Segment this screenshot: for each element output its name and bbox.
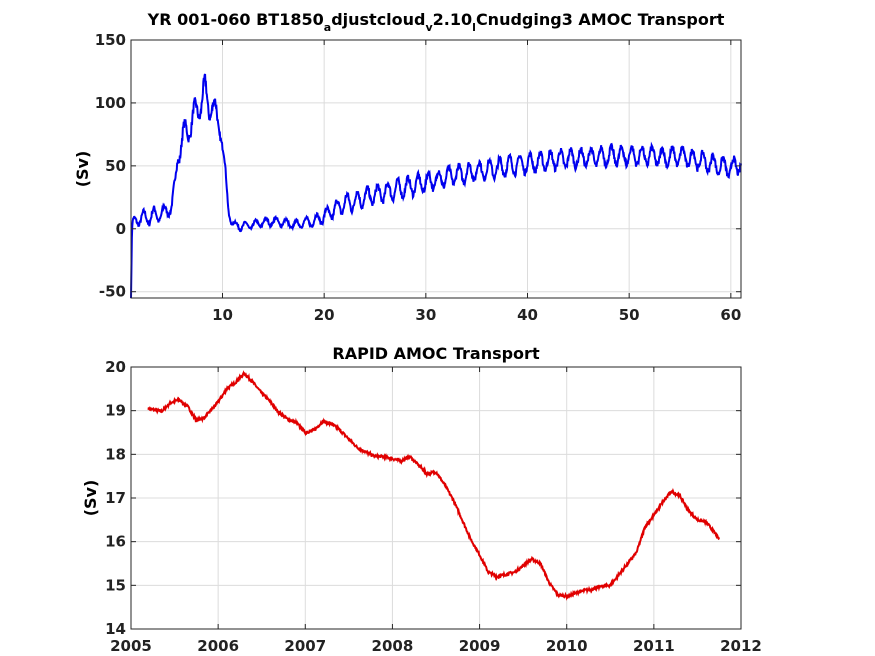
bottom-x-tick-label: 2010 xyxy=(546,637,588,655)
bottom-y-tick-label: 19 xyxy=(105,402,126,420)
bottom-x-tick-label: 2011 xyxy=(633,637,675,655)
top-y-tick-label: -50 xyxy=(99,283,126,301)
bottom-x-tick-label: 2008 xyxy=(372,637,414,655)
top-y-axis-label: (Sv) xyxy=(73,151,92,188)
bottom-x-tick-label: 2009 xyxy=(459,637,501,655)
bottom-y-tick-label: 15 xyxy=(105,576,126,594)
top-series-line xyxy=(130,73,742,299)
top-x-tick-label: 50 xyxy=(619,306,640,324)
top-y-tick-label: 150 xyxy=(95,31,126,49)
bottom-y-tick-label: 16 xyxy=(105,533,126,551)
bottom-y-axis-label: (Sv) xyxy=(81,480,100,517)
top-chart-title: YR 001-060 BT1850adjustcloudv2.10lCnudgi… xyxy=(147,10,725,34)
top-x-tick-label: 60 xyxy=(720,306,741,324)
top-y-tick-label: 100 xyxy=(95,94,126,112)
top-ticks: 10 20 30 40 50 60 -50 0 50 100 150 xyxy=(95,31,742,324)
bottom-x-tick-label: 2012 xyxy=(720,637,762,655)
chart-yr-amoc: 10 20 30 40 50 60 -50 0 50 100 150 YR 001-060 BT18… xyxy=(73,10,742,324)
bottom-y-tick-label: 17 xyxy=(105,489,126,507)
top-x-tick-label: 30 xyxy=(415,306,436,324)
bottom-chart-title: RAPID AMOC Transport xyxy=(332,344,540,363)
top-axes-frame xyxy=(130,39,742,299)
chart-rapid-amoc: 2005 2006 2007 2008 2009 2010 2011 2012 14 15 16 17… xyxy=(81,344,762,655)
bottom-series-line xyxy=(147,370,720,601)
bottom-x-tick-label: 2007 xyxy=(284,637,326,655)
bottom-y-tick-label: 14 xyxy=(105,620,126,638)
bottom-ticks: 2005 2006 2007 2008 2009 2010 2011 2012 14 15 16 17… xyxy=(105,358,762,655)
top-x-tick-label: 40 xyxy=(517,306,538,324)
bottom-x-tick-label: 2006 xyxy=(197,637,239,655)
top-x-tick-label: 10 xyxy=(212,306,233,324)
top-y-tick-label: 0 xyxy=(116,220,126,238)
top-x-tick-label: 20 xyxy=(314,306,335,324)
top-plot-area xyxy=(131,40,741,298)
bottom-x-tick-label: 2005 xyxy=(110,637,152,655)
bottom-y-tick-label: 20 xyxy=(105,358,126,376)
bottom-y-tick-label: 18 xyxy=(105,445,126,463)
top-y-tick-label: 50 xyxy=(105,157,126,175)
